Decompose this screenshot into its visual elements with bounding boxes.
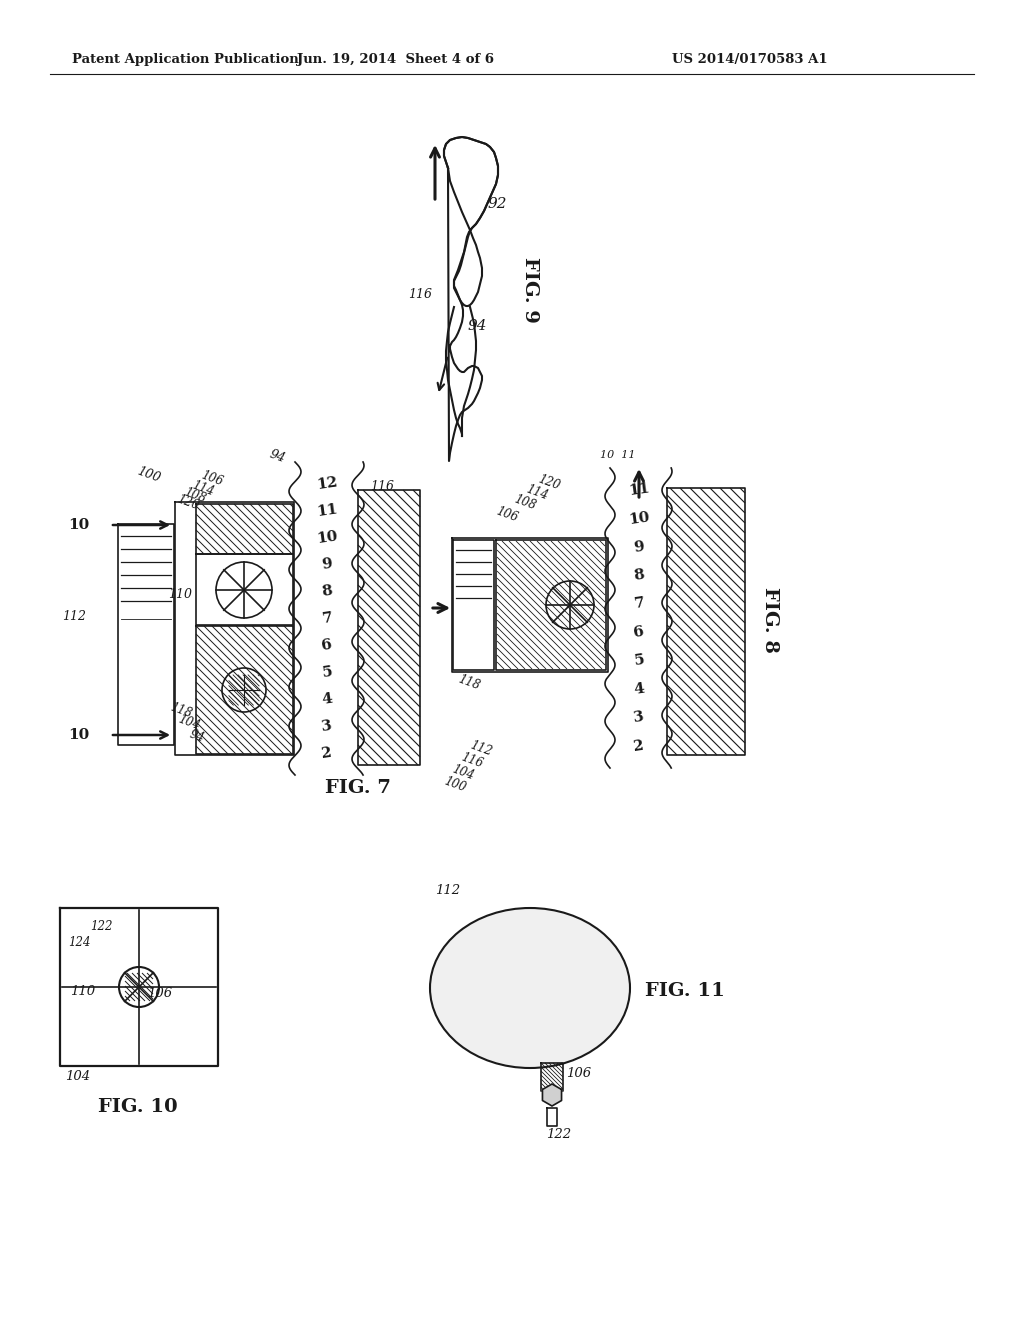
Polygon shape [543,1084,561,1106]
Text: 9: 9 [321,557,333,573]
Circle shape [546,581,594,630]
Text: 94: 94 [468,319,487,333]
Text: FIG. 10: FIG. 10 [98,1098,177,1115]
Text: 106: 106 [494,506,519,525]
Text: 112: 112 [435,884,460,898]
Text: 100: 100 [442,775,468,795]
Text: 12: 12 [315,475,339,492]
Text: FIG. 11: FIG. 11 [645,982,725,1001]
Text: 104: 104 [450,763,475,783]
Circle shape [119,968,159,1007]
Text: 94: 94 [188,727,207,744]
Text: 120: 120 [536,473,561,492]
Text: 4: 4 [633,681,645,697]
Text: 122: 122 [90,920,113,933]
Text: 114: 114 [190,479,216,499]
Text: 100: 100 [135,465,162,484]
Text: FIG. 8: FIG. 8 [761,587,779,653]
Text: 112: 112 [468,739,494,759]
Text: 104: 104 [65,1071,90,1082]
Text: 94: 94 [268,447,288,465]
Text: 122: 122 [546,1129,571,1140]
Text: 8: 8 [321,583,333,599]
Text: 5: 5 [321,665,333,680]
Text: 110: 110 [70,985,95,998]
Text: 106: 106 [566,1067,591,1080]
Text: 124: 124 [68,936,90,949]
Text: 3: 3 [633,710,645,725]
Text: 6: 6 [321,638,333,653]
Text: 3: 3 [321,718,333,734]
Text: 5: 5 [633,653,645,668]
Text: 10: 10 [68,517,89,532]
Text: 6: 6 [633,624,645,640]
Text: 116: 116 [459,751,484,771]
Text: 106: 106 [199,469,224,488]
Text: 10: 10 [68,729,89,742]
Text: 106: 106 [147,987,172,1001]
Text: 2: 2 [633,738,645,754]
Text: 8: 8 [633,568,645,583]
Text: 7: 7 [633,597,645,611]
Text: 110: 110 [168,587,193,601]
Text: 9: 9 [633,539,645,554]
Ellipse shape [430,908,630,1068]
Text: 2: 2 [321,746,333,760]
Text: 116: 116 [370,480,394,492]
Text: Patent Application Publication: Patent Application Publication [72,54,299,66]
Circle shape [222,668,266,711]
Text: US 2014/0170583 A1: US 2014/0170583 A1 [672,54,827,66]
Text: FIG. 7: FIG. 7 [325,779,391,797]
Text: 118: 118 [168,701,194,721]
Text: 108: 108 [512,494,538,513]
Text: 10  11: 10 11 [600,450,636,459]
Text: 112: 112 [62,610,86,623]
Text: FIG. 9: FIG. 9 [521,257,539,323]
Text: Jun. 19, 2014  Sheet 4 of 6: Jun. 19, 2014 Sheet 4 of 6 [297,54,494,66]
Text: 10: 10 [628,510,650,527]
Text: 11: 11 [628,482,650,499]
Text: 7: 7 [321,611,333,626]
Text: 116: 116 [408,288,432,301]
Text: 4: 4 [321,692,333,708]
Text: 92: 92 [487,197,507,211]
Text: 10: 10 [315,529,339,546]
Text: 108: 108 [182,486,208,506]
Text: 120: 120 [175,494,201,513]
Text: 11: 11 [315,503,339,519]
Text: 118: 118 [456,673,481,693]
Text: 114: 114 [524,483,550,503]
Text: 104: 104 [176,713,202,733]
